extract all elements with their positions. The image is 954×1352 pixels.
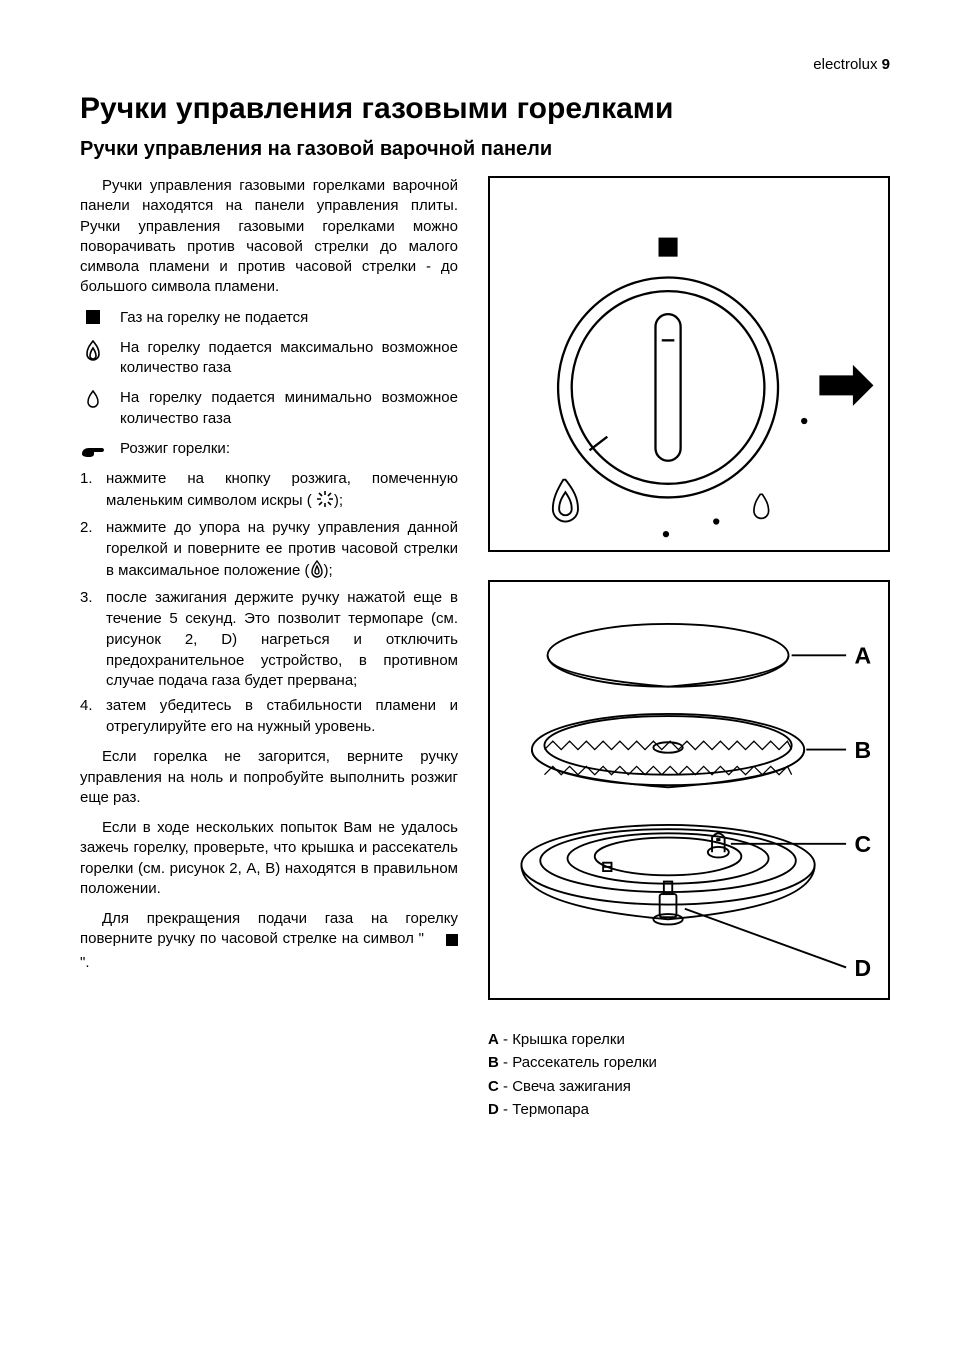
intro-paragraph: Ручки управления газовыми горелками варо… bbox=[80, 176, 458, 298]
flame-inline-icon bbox=[310, 560, 324, 585]
legend-max-text: На горелку подается максимально возможно… bbox=[120, 338, 458, 379]
legend-max: На горелку подается максимально возможно… bbox=[80, 338, 458, 379]
brand: electrolux bbox=[813, 56, 877, 73]
spark-icon bbox=[316, 490, 334, 515]
legend-a: A - Крышка горелки bbox=[488, 1028, 890, 1051]
square-inline-icon bbox=[424, 932, 458, 952]
page-subtitle: Ручки управления на газовой варочной пан… bbox=[80, 137, 890, 162]
flame-small-icon bbox=[80, 388, 106, 410]
left-column: Ручки управления газовыми горелками варо… bbox=[80, 176, 458, 1121]
right-column: A B bbox=[488, 176, 890, 1121]
steps-list: нажмите на кнопку розжига, помеченную ма… bbox=[80, 469, 458, 737]
legend-min-text: На горелку подается минимально возможное… bbox=[120, 388, 458, 429]
page-header: electrolux 9 bbox=[80, 56, 890, 73]
legend-ignite: Розжиг горелки: bbox=[80, 439, 458, 459]
page-number: 9 bbox=[882, 56, 890, 73]
page-title: Ручки управления газовыми горелками bbox=[80, 91, 890, 127]
svg-text:A: A bbox=[854, 643, 871, 669]
legend-off: Газ на горелку не подается bbox=[80, 308, 458, 328]
step-2-b: ); bbox=[324, 562, 333, 579]
step-1-a: нажмите на кнопку розжига, помеченную ма… bbox=[106, 470, 458, 509]
step-2-a: нажмите до упора на ручку управления дан… bbox=[106, 519, 458, 578]
figure-2: A B bbox=[488, 580, 890, 1000]
after-steps-3: Для прекращения подачи газа на горелку п… bbox=[80, 909, 458, 973]
figure-2-legend: A - Крышка горелки B - Рассекатель горел… bbox=[488, 1028, 890, 1121]
svg-text:C: C bbox=[854, 831, 871, 857]
flame-large-icon bbox=[80, 338, 106, 364]
step-4: затем убедитесь в стабильности пламени и… bbox=[80, 696, 458, 737]
legend-b: B - Рассекатель горелки bbox=[488, 1051, 890, 1074]
step-2: нажмите до упора на ручку управления дан… bbox=[80, 518, 458, 584]
hand-point-icon bbox=[80, 439, 106, 459]
after-steps-1: Если горелка не загорится, верните ручку… bbox=[80, 747, 458, 808]
svg-text:D: D bbox=[854, 955, 871, 981]
after-steps-2: Если в ходе нескольких попыток Вам не уд… bbox=[80, 818, 458, 899]
legend-ignite-text: Розжиг горелки: bbox=[120, 439, 458, 459]
legend-off-text: Газ на горелку не подается bbox=[120, 308, 458, 328]
step-1-b: ); bbox=[334, 492, 343, 509]
legend-c: C - Свеча зажигания bbox=[488, 1075, 890, 1098]
figure-1 bbox=[488, 176, 890, 552]
legend-d: D - Термопара bbox=[488, 1098, 890, 1121]
svg-text:B: B bbox=[854, 737, 871, 763]
step-1: нажмите на кнопку розжига, помеченную ма… bbox=[80, 469, 458, 514]
legend-min: На горелку подается минимально возможное… bbox=[80, 388, 458, 429]
step-3: после зажигания держите ручку нажатой ещ… bbox=[80, 588, 458, 691]
square-off-icon bbox=[80, 308, 106, 324]
